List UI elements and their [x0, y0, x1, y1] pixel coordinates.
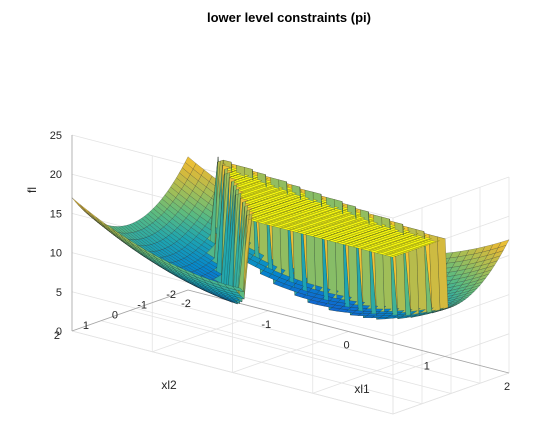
x-tick-label: -2: [181, 298, 191, 310]
x-axis-label: xl1: [354, 382, 370, 396]
z-tick-label: 20: [50, 169, 62, 181]
grid-line-floor-y: [158, 299, 481, 384]
z-tick-label: 25: [50, 130, 62, 142]
y-tick-label: 1: [83, 320, 89, 332]
z-axis-label: fl: [25, 187, 39, 193]
grid-line-wall-z: [392, 294, 510, 336]
surface-patch: [328, 307, 341, 312]
surface-patch: [307, 299, 320, 305]
y-tick-label: -2: [166, 289, 176, 301]
surface-patch: [260, 270, 272, 278]
grid-line-wall-z: [392, 333, 510, 376]
x-tick-label: 1: [424, 360, 430, 372]
z-tick-label: 15: [50, 208, 62, 220]
y-tick-label: -1: [137, 299, 147, 311]
y-tick-label: 0: [112, 310, 118, 322]
z-tick-label: 5: [56, 287, 62, 299]
surface-patch: [273, 280, 285, 288]
z-tick-label: 10: [50, 248, 62, 260]
grid-line-wall-z: [392, 176, 510, 219]
surface-patch: [294, 292, 307, 298]
grid-line-floor-y: [129, 310, 452, 394]
x-tick-label: 2: [504, 381, 510, 393]
grid-line-floor-y: [100, 320, 423, 405]
y-tick-label: 2: [54, 330, 60, 342]
y-axis-label: xl2: [161, 378, 177, 392]
tick-labels: 0 5 10 15 20 25 -2 -1 0 1 2 -2 -1 0 1 2: [50, 130, 510, 393]
grid-line-wall-z: [71, 291, 394, 376]
axis-line-y: [71, 289, 189, 332]
surface: [71, 156, 510, 320]
grid-line-wall-z: [392, 372, 510, 415]
axis-line-x: [187, 289, 510, 374]
x-tick-label: -1: [261, 319, 271, 331]
x-tick-label: 0: [343, 340, 349, 352]
surface-patch: [71, 197, 84, 209]
chart-title: lower level constraints (pi): [207, 10, 371, 25]
surface-patch: [397, 316, 409, 319]
grid-line-wall-z: [71, 330, 394, 415]
surface-patch: [362, 315, 375, 318]
z-tick-label: 0: [56, 326, 62, 338]
surface-patch: [410, 314, 422, 318]
surface-patch: [349, 312, 362, 316]
